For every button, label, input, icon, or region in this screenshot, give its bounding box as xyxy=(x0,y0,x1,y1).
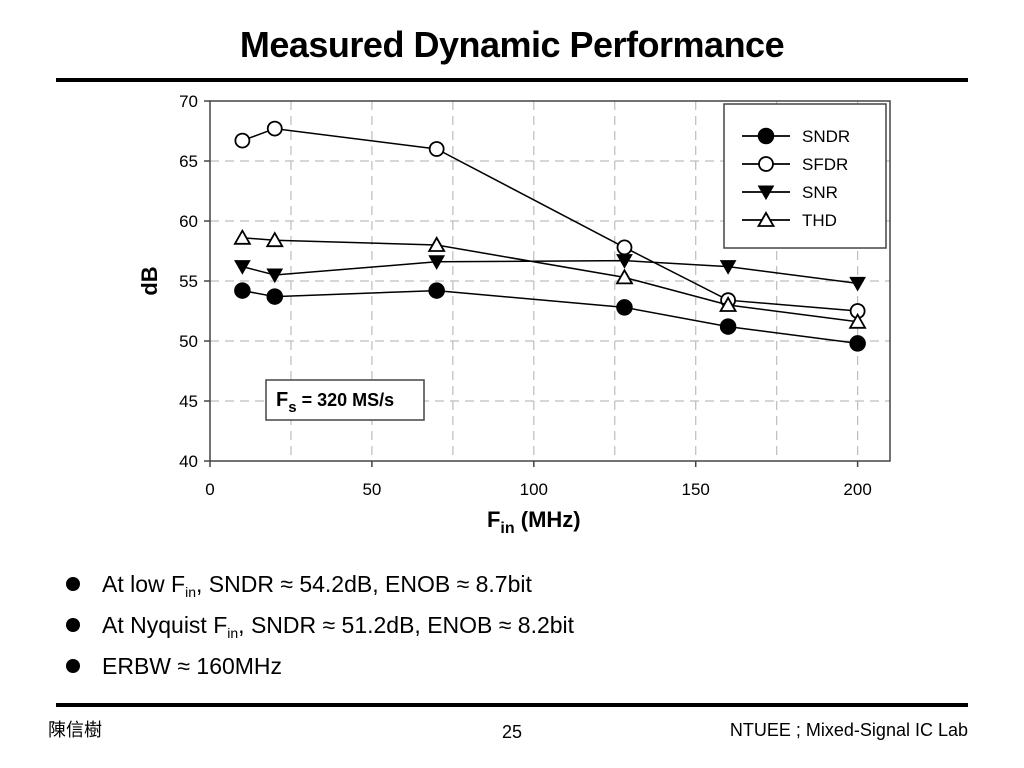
data-point xyxy=(849,276,866,292)
annotation-text: Fs = 320 MS/s xyxy=(276,389,394,416)
bullet-item: ERBW ≈ 160MHz xyxy=(64,650,574,691)
data-point xyxy=(719,260,737,275)
bullet-text-pre: At Nyquist F xyxy=(102,612,228,638)
footer-divider xyxy=(56,703,968,707)
bullet-item: At Nyquist Fin, SNDR ≈ 51.2dB, ENOB ≈ 8.… xyxy=(64,609,574,650)
legend-box xyxy=(723,103,887,249)
x-tick-label: 50 xyxy=(362,480,381,499)
data-point xyxy=(616,254,633,269)
bullet-text-post: , SNDR ≈ 51.2dB, ENOB ≈ 8.2bit xyxy=(238,612,575,638)
legend-label: SFDR xyxy=(802,155,848,174)
y-tick-label: 65 xyxy=(179,152,198,171)
data-point xyxy=(616,239,633,256)
bullet-dot-icon xyxy=(66,659,80,673)
y-tick-label: 45 xyxy=(179,392,198,411)
data-point xyxy=(756,211,776,227)
data-point xyxy=(234,132,251,149)
footer-page-number: 25 xyxy=(501,722,523,742)
chart-legend: SNDR SFDR SNR THD xyxy=(723,103,887,249)
annotation-rest: = 320 MS/s xyxy=(297,390,395,410)
data-point xyxy=(616,299,633,316)
data-point xyxy=(428,282,445,299)
data-point xyxy=(234,260,251,275)
data-point xyxy=(757,185,775,201)
x-tick-label: 150 xyxy=(682,480,710,499)
bullet-dot-icon xyxy=(66,577,80,591)
series-thd xyxy=(233,228,867,329)
data-point xyxy=(615,268,634,285)
bullet-list: At low Fin, SNDR ≈ 54.2dB, ENOB ≈ 8.7bit… xyxy=(64,568,574,691)
y-tick-label: 50 xyxy=(179,332,198,351)
data-point xyxy=(719,318,737,335)
x-axis-label: Fin (MHz) xyxy=(487,507,581,537)
y-axis-label: dB xyxy=(137,266,162,295)
data-point xyxy=(757,127,775,145)
legend-label: SNR xyxy=(802,183,838,202)
data-point xyxy=(266,120,283,137)
bullet-text-pre: ERBW ≈ 160MHz xyxy=(102,653,283,679)
data-point xyxy=(849,335,866,352)
y-tick-label: 70 xyxy=(179,92,198,111)
y-tick-label: 60 xyxy=(179,212,198,231)
data-point xyxy=(266,288,284,305)
annotation-box xyxy=(265,379,425,421)
x-axis-label-main: F xyxy=(487,507,500,532)
x-tick-label: 100 xyxy=(520,480,548,499)
bullet-text-pre: At low F xyxy=(102,571,186,597)
dynamic-performance-chart: 40 45 50 55 60 65 70 0 50 100 150 200 dB Fin (MHz) SN… xyxy=(137,92,891,537)
bullet-item: At low Fin, SNDR ≈ 54.2dB, ENOB ≈ 8.7bit xyxy=(64,568,574,609)
footer-lab: NTUEE ; Mixed-Signal IC Lab xyxy=(729,720,968,740)
x-tick-label: 0 xyxy=(205,480,214,499)
y-tick-label: 55 xyxy=(179,272,198,291)
bullet-dot-icon xyxy=(66,618,80,632)
chart-series xyxy=(233,120,867,352)
data-point xyxy=(848,312,867,329)
footer-author: 陳信樹 xyxy=(48,720,102,741)
x-axis-label-unit: (MHz) xyxy=(515,507,581,532)
data-point xyxy=(233,228,252,245)
slide-title: Measured Dynamic Performance xyxy=(239,24,785,65)
series-sndr xyxy=(234,282,866,352)
x-tick-label: 200 xyxy=(843,480,871,499)
chart-annotation: Fs = 320 MS/s xyxy=(265,379,425,421)
title-divider xyxy=(56,78,968,82)
data-point xyxy=(758,156,774,172)
series-line xyxy=(242,237,858,323)
bullet-text-post: , SNDR ≈ 54.2dB, ENOB ≈ 8.7bit xyxy=(195,571,532,597)
bullet-text-sub: in xyxy=(227,625,239,641)
data-point xyxy=(428,141,445,157)
series-line xyxy=(242,289,858,345)
annotation-main: F xyxy=(276,389,288,411)
data-point xyxy=(265,231,284,248)
chart-axes: 40 45 50 55 60 65 70 0 50 100 150 200 dB Fin (MHz) xyxy=(137,92,891,537)
data-point xyxy=(427,236,446,252)
data-point xyxy=(719,296,738,312)
legend-label: THD xyxy=(802,211,837,230)
data-point xyxy=(234,282,251,299)
annotation-sub: s xyxy=(288,399,296,416)
bullet-text-sub: in xyxy=(185,584,196,600)
data-point xyxy=(266,268,284,284)
data-point xyxy=(428,255,446,270)
x-axis-label-sub: in xyxy=(500,520,514,537)
series-snr xyxy=(234,254,866,292)
y-tick-label: 40 xyxy=(179,452,198,471)
legend-label: SNDR xyxy=(802,127,850,146)
